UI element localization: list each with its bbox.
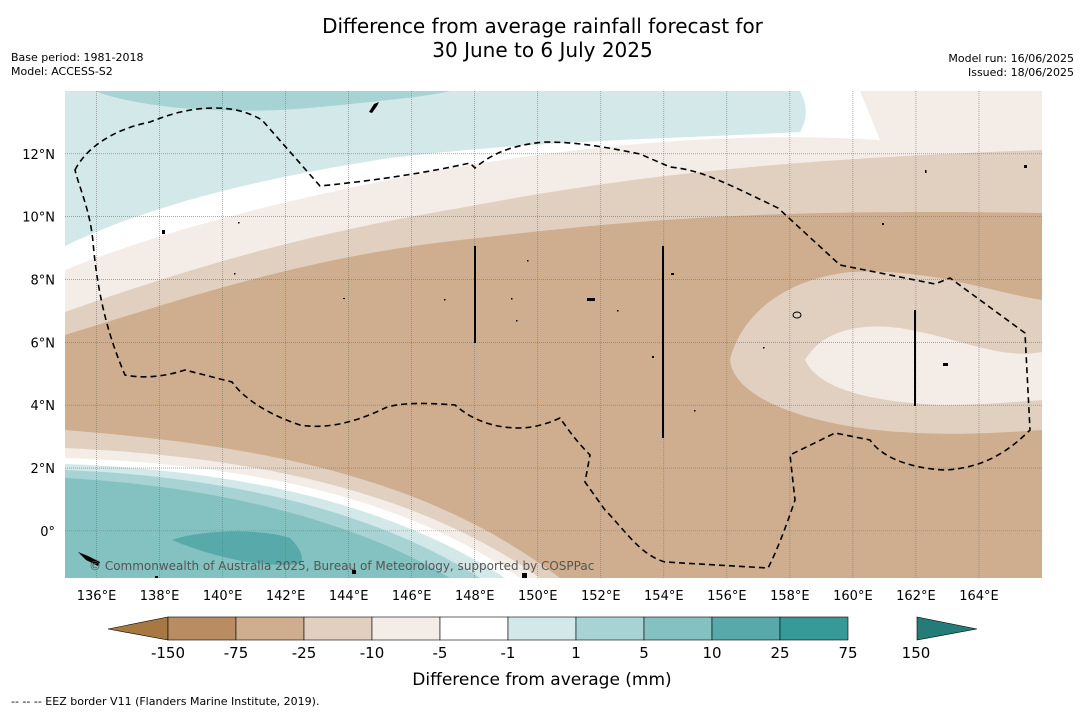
- colorbar-left-arrow: [107, 616, 169, 641]
- latitude-tick-label: 2°N: [31, 462, 56, 477]
- colorbar-box: [779, 616, 849, 641]
- colorbar-box: [303, 616, 373, 641]
- colorbar-labels: -150 -75 -25 -10 -5 -1 1 5 10 25 75 150: [151, 644, 930, 662]
- meta-left: Base period: 1981-2018 Model: ACCESS-S2: [11, 51, 143, 79]
- colorbar-box: [575, 616, 645, 641]
- latitude-tick-label: 6°N: [31, 336, 56, 351]
- latitude-tick-label: 8°N: [31, 274, 56, 289]
- longitude-labels: 136°E 138°E 140°E 142°E 144°E 146°E 148°E 150°E…: [77, 589, 999, 604]
- colorbar-tick-label: 150: [902, 644, 931, 662]
- colorbar-tick-label: -150: [151, 644, 185, 662]
- longitude-tick-label: 152°E: [581, 589, 621, 604]
- model-text: Model: ACCESS-S2: [11, 65, 113, 78]
- longitude-tick-label: 148°E: [455, 589, 495, 604]
- colorbar-tick-label: 5: [639, 644, 649, 662]
- gridlines: [65, 91, 1042, 578]
- map-area: © Commonwealth of Australia 2025, Bureau…: [65, 91, 1042, 578]
- eez-border-main: [74, 107, 1031, 569]
- meta-right: Model run: 16/06/2025 Issued: 18/06/2025: [948, 52, 1074, 80]
- colorbar-tick-label: -25: [292, 644, 317, 662]
- colorbar-tick-label: 1: [571, 644, 581, 662]
- longitude-tick-label: 146°E: [392, 589, 432, 604]
- colorbar-tick-label: -75: [224, 644, 249, 662]
- islands: [78, 102, 1027, 578]
- credit-text: © Commonwealth of Australia 2025, Bureau…: [89, 559, 594, 573]
- colorbar-tick-label: -10: [360, 644, 385, 662]
- latitude-labels: 0° 2°N 4°N 6°N 8°N 10°N 12°N: [22, 148, 55, 540]
- colorbar-box: [167, 616, 237, 641]
- longitude-tick-label: 136°E: [77, 589, 117, 604]
- anomaly-south-wet-75: [172, 531, 302, 565]
- longitude-tick-label: 156°E: [707, 589, 747, 604]
- colorbar-tick-label: -5: [433, 644, 448, 662]
- colorbar-tick-label: 75: [838, 644, 857, 662]
- anomaly-band-wet-10-north: [95, 91, 450, 111]
- colorbar-box: [711, 616, 781, 641]
- colorbar-box: [235, 616, 305, 641]
- colorbar-box: [371, 616, 441, 641]
- longitude-tick-label: 160°E: [833, 589, 873, 604]
- base-period-text: Base period: 1981-2018: [11, 51, 144, 64]
- longitude-tick-label: 140°E: [203, 589, 243, 604]
- anomaly-east-dry-5: [805, 326, 1042, 405]
- longitude-tick-label: 150°E: [518, 589, 558, 604]
- longitude-tick-label: 154°E: [644, 589, 684, 604]
- colorbar-right-arrow: [916, 616, 978, 641]
- longitude-tick-label: 142°E: [266, 589, 306, 604]
- colorbar-title: Difference from average (mm): [412, 670, 671, 690]
- issued-text: Issued: 18/06/2025: [967, 66, 1074, 79]
- colorbar-box: [507, 616, 577, 641]
- latitude-tick-label: 12°N: [22, 148, 55, 163]
- island-guam: [369, 102, 379, 113]
- latitude-tick-label: 0°: [40, 525, 55, 540]
- map-title: Difference from average rainfall forecas…: [0, 14, 1085, 62]
- anomaly-band-wet-5-north: [65, 91, 806, 246]
- longitude-tick-label: 144°E: [329, 589, 369, 604]
- longitude-tick-label: 158°E: [770, 589, 810, 604]
- colorbar: -150 -75 -25 -10 -5 -1 1 5 10 25 75 150 Difference …: [107, 616, 978, 690]
- colorbar-tick-label: 10: [702, 644, 721, 662]
- colorbar-box: [643, 616, 713, 641]
- latitude-tick-label: 10°N: [22, 211, 55, 226]
- colorbar-tick-label: 25: [770, 644, 789, 662]
- latitude-tick-label: 4°N: [31, 399, 56, 414]
- title-line-2: 30 June to 6 July 2025: [432, 38, 653, 62]
- colorbar-boxes: [167, 616, 849, 641]
- model-run-text: Model run: 16/06/2025: [948, 52, 1074, 65]
- footer-eez-note: -- -- -- EEZ border V11 (Flanders Marine…: [11, 695, 320, 708]
- colorbar-tick-label: -1: [501, 644, 516, 662]
- longitude-tick-label: 164°E: [959, 589, 999, 604]
- colorbar-box: [439, 616, 509, 641]
- longitude-tick-label: 138°E: [140, 589, 180, 604]
- title-line-1: Difference from average rainfall forecas…: [322, 14, 763, 38]
- anomaly-south-wet-25: [65, 478, 450, 578]
- longitude-tick-label: 162°E: [896, 589, 936, 604]
